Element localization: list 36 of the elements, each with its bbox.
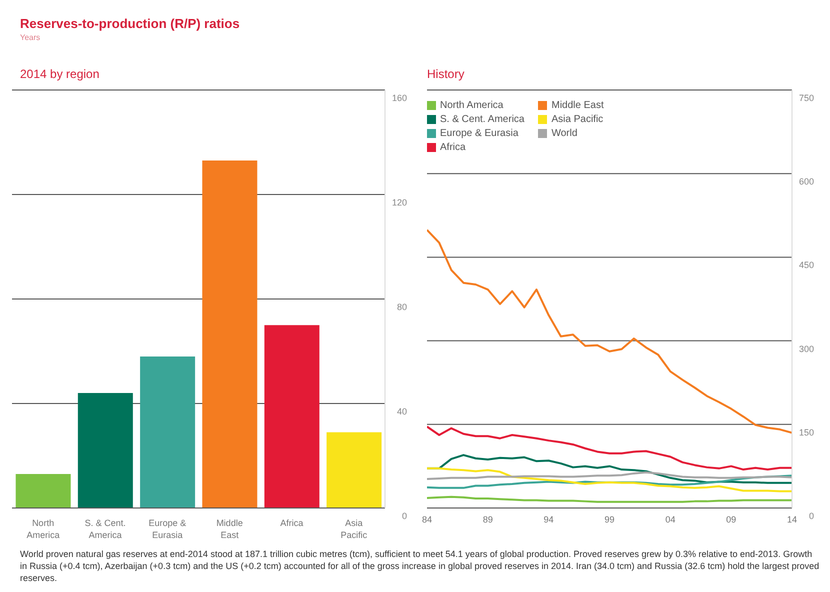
text: World proven natural gas reserves at end-2014 stood at 187.1 trillion cubic metres (tcm), sufficient to meet 54.1 years of global production. Proved reserves grew by 0.3% relative to end-2013. Growth in Russia (+0.4 tcm), Azerbaijan (+0.3 tcm) and the US (+0.2 tcm) accounted for all of the gross increase in global proved reserves in 2014. Iran (34.0 tcm) and Russia (32.6 tcm) hold the largest proved reserves. bbox=[20, 548, 820, 584]
x-tick-label: Asia Pacific bbox=[340, 518, 368, 540]
legend-label: World bbox=[550, 126, 578, 140]
x-tick-label: North America bbox=[26, 518, 60, 540]
x-tick-label: S. & Cent. America bbox=[84, 518, 126, 540]
y-tick-label: 450 bbox=[798, 260, 814, 270]
x-tick-label: 04 bbox=[665, 514, 676, 524]
y-tick-label: 80 bbox=[396, 302, 407, 312]
legend-label: Africa bbox=[439, 140, 467, 154]
y-tick-label: 0 bbox=[402, 511, 407, 521]
x-tick-label: Middle East bbox=[216, 518, 243, 540]
y-tick-label: 40 bbox=[396, 406, 407, 416]
x-tick-label: 14 bbox=[786, 514, 798, 524]
y-tick-label: 750 bbox=[798, 93, 814, 103]
x-tick-label: Europe & Eurasia bbox=[148, 518, 186, 540]
x-tick-label: 89 bbox=[482, 514, 493, 524]
legend-label: Asia Pacific bbox=[550, 112, 604, 126]
y-axis-title: Years bbox=[20, 33, 40, 42]
legend-label: S. & Cent. America bbox=[439, 112, 524, 126]
y-tick-label: 300 bbox=[798, 344, 814, 354]
y-tick-label: 0 bbox=[808, 511, 814, 521]
legend-label: Europe & Eurasia bbox=[439, 126, 520, 140]
x-tick-label: 99 bbox=[604, 514, 615, 524]
y-tick-label: 150 bbox=[798, 427, 814, 438]
x-tick-label: 94 bbox=[544, 514, 554, 524]
legend-label: Middle East bbox=[550, 98, 604, 112]
chart-title: Reserves-to-production (R/P) ratios bbox=[20, 16, 240, 31]
x-tick-label: 84 bbox=[422, 514, 432, 524]
y-tick-label: 120 bbox=[392, 198, 407, 208]
legend-label: North America bbox=[439, 98, 504, 112]
x-tick-label: 09 bbox=[726, 514, 736, 524]
chart-title: History bbox=[427, 67, 464, 81]
y-tick-label: 160 bbox=[392, 93, 407, 103]
y-tick-label: 600 bbox=[798, 176, 814, 187]
x-tick-label: Africa bbox=[280, 518, 304, 528]
chart-subtitle: 2014 by region bbox=[20, 67, 100, 81]
